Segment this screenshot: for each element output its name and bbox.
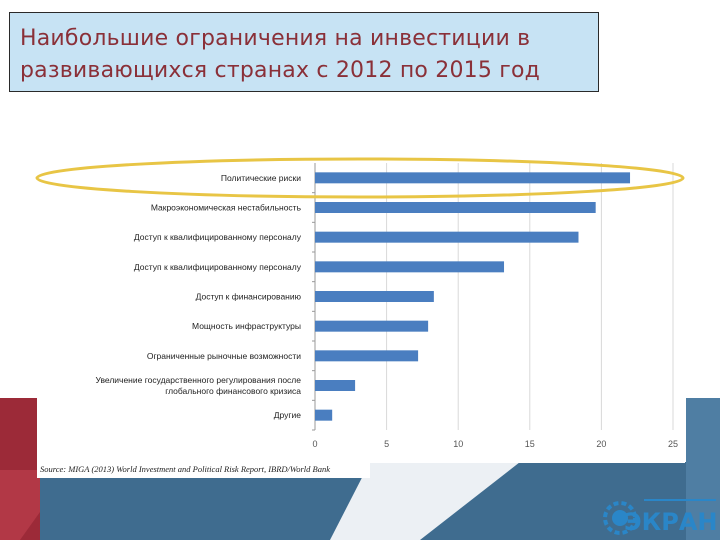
- logo: ЭКРАН: [603, 499, 717, 536]
- category-label: Макроэкономическая нестабильность: [151, 203, 302, 213]
- bar: [315, 231, 579, 243]
- title-box: Наибольшие ограничения на инвестиции в р…: [9, 12, 599, 92]
- category-label: Увеличение государственного регулировани…: [96, 375, 302, 385]
- white-wedge-shape: [330, 462, 520, 540]
- category-labels: Политические риски Макроэкономическая нес…: [96, 173, 302, 420]
- logo-text: ЭКРАН: [624, 508, 717, 536]
- x-tick-label: 10: [453, 439, 463, 449]
- bar: [315, 320, 429, 332]
- x-tick-labels: 0 5 10 15 20 25: [312, 439, 678, 449]
- bar: [315, 172, 631, 184]
- page-title: Наибольшие ограничения на инвестиции в р…: [20, 26, 541, 83]
- bar: [315, 380, 356, 391]
- bar: [315, 202, 596, 213]
- blue-right-strip: [686, 398, 720, 540]
- category-label: Ограниченные рыночные возможности: [147, 351, 301, 361]
- category-label: глобального финансового кризиса: [165, 386, 301, 396]
- bar: [315, 261, 505, 273]
- category-label: Доступ к квалифицированному персоналу: [134, 232, 302, 242]
- category-label: Другие: [274, 410, 301, 420]
- highlight-ellipse: [35, 157, 685, 199]
- x-tick-label: 5: [384, 439, 389, 449]
- x-tick-label: 25: [668, 439, 678, 449]
- chart-source: Source: MIGA (2013) World Investment and…: [40, 464, 330, 474]
- bars: [315, 172, 631, 421]
- category-label: Доступ к финансированию: [196, 292, 302, 302]
- bar: [315, 350, 419, 362]
- category-label: Доступ к квалифицированному персоналу: [134, 262, 302, 272]
- bar: [315, 409, 333, 421]
- x-tick-label: 0: [312, 439, 317, 449]
- category-label: Политические риски: [221, 173, 301, 183]
- x-tick-label: 15: [525, 439, 535, 449]
- gear-icon: [603, 501, 637, 535]
- bar: [315, 291, 434, 302]
- source-background: [37, 460, 370, 478]
- x-tick-label: 20: [596, 439, 606, 449]
- category-label: Мощность инфраструктуры: [192, 321, 301, 331]
